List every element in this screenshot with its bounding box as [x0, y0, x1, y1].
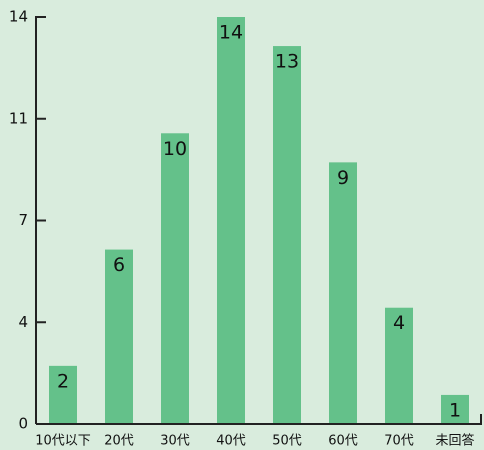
x-tick-label: 未回答 [435, 433, 474, 449]
y-tick-label: 14 [9, 8, 28, 26]
x-tick-label: 60代 [328, 434, 358, 449]
x-tick-label: 50代 [272, 434, 302, 449]
bar [161, 133, 189, 425]
y-tick-label: 11 [9, 109, 28, 127]
y-tick-label: 0 [18, 415, 28, 433]
data-label: 2 [57, 370, 69, 392]
data-label: 10 [163, 138, 187, 160]
bar [273, 46, 301, 424]
data-label: 4 [393, 312, 405, 334]
bar [329, 162, 357, 424]
x-tick-label: 10代以下 [35, 434, 91, 449]
y-tick-label: 4 [18, 313, 28, 331]
data-label: 14 [219, 22, 243, 44]
bar [385, 307, 413, 424]
x-tick-label: 20代 [104, 434, 134, 449]
data-label: 9 [337, 167, 349, 189]
data-label: 1 [449, 399, 461, 421]
bar [441, 394, 469, 424]
bar [217, 17, 245, 424]
x-tick-label: 30代 [160, 434, 190, 449]
bar [49, 365, 77, 424]
bar [105, 249, 133, 424]
data-label: 6 [113, 254, 125, 276]
y-tick-label: 7 [18, 211, 28, 229]
x-tick-label: 40代 [216, 434, 246, 449]
data-label: 13 [275, 51, 299, 73]
x-tick-label: 70代 [384, 434, 414, 449]
